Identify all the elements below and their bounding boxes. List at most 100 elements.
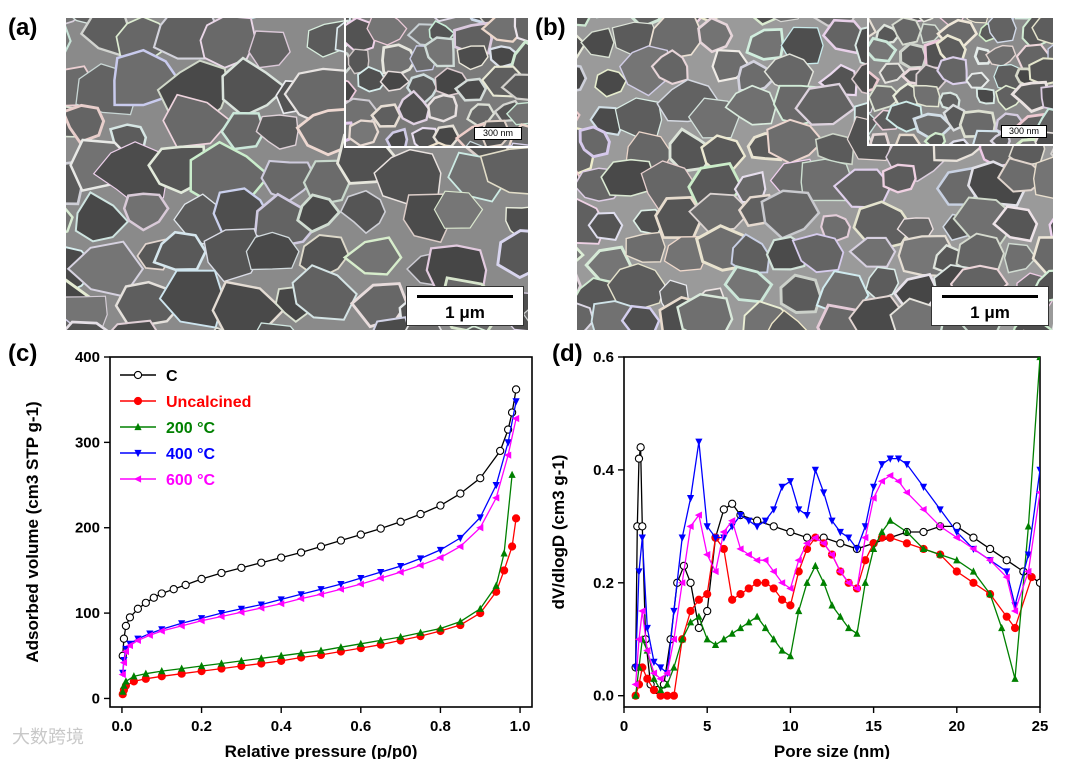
sem-pore <box>869 36 898 63</box>
sem-pore <box>505 101 528 126</box>
data-point <box>852 584 861 593</box>
y-tick-label: 0.4 <box>593 462 615 479</box>
data-point <box>820 578 828 586</box>
x-tick-label: 15 <box>865 718 882 735</box>
sem-pore <box>895 133 922 144</box>
sem-pore <box>372 316 411 330</box>
data-point <box>761 623 770 632</box>
data-point <box>902 488 910 497</box>
data-point <box>794 556 802 564</box>
sem-pore <box>381 43 418 76</box>
sem-pore <box>600 158 656 197</box>
data-point <box>728 629 736 637</box>
data-point <box>853 545 861 554</box>
sem-pore <box>479 146 528 195</box>
data-point <box>643 674 652 683</box>
data-point <box>436 501 445 510</box>
series-line <box>634 357 1040 696</box>
data-point <box>936 506 944 514</box>
data-point <box>686 578 695 587</box>
data-point <box>237 656 245 665</box>
data-point <box>695 612 703 620</box>
data-point <box>638 607 646 615</box>
data-point <box>786 584 794 593</box>
data-point <box>711 534 720 542</box>
sem-pore <box>260 159 317 202</box>
data-point <box>703 589 712 599</box>
sem-pore <box>396 89 431 126</box>
sem-pore <box>291 264 358 321</box>
data-point <box>277 553 286 562</box>
sem-pore <box>869 112 879 136</box>
data-point <box>736 545 744 553</box>
data-point <box>744 584 753 593</box>
data-point <box>217 609 226 618</box>
data-point <box>357 639 365 647</box>
sem-pore <box>1031 18 1053 45</box>
data-point <box>336 536 346 545</box>
data-point <box>753 578 762 587</box>
data-point <box>504 451 512 459</box>
data-point <box>1002 573 1010 581</box>
data-point <box>1003 568 1011 576</box>
data-point <box>456 534 464 543</box>
sem-pore <box>248 30 291 69</box>
sem-pore <box>1015 137 1042 144</box>
data-point <box>919 483 928 491</box>
data-point <box>686 522 694 530</box>
sem-pore <box>630 18 663 29</box>
x-tick-label: 1.0 <box>510 718 531 735</box>
data-point <box>761 578 770 587</box>
sem-image-a: 300 nm 1 μm <box>66 18 528 330</box>
sem-pore <box>66 25 72 53</box>
data-point <box>217 612 225 621</box>
data-point <box>703 523 711 531</box>
sem-inset-texture-a <box>346 18 528 146</box>
data-point <box>678 635 686 643</box>
data-point <box>636 443 645 452</box>
x-tick-label: 0.8 <box>430 718 451 735</box>
data-point <box>711 640 720 649</box>
data-point <box>197 617 205 625</box>
data-point <box>894 477 902 485</box>
data-point <box>656 675 664 683</box>
data-point <box>376 524 385 533</box>
sem-pore <box>869 70 880 92</box>
sem-pore <box>580 27 615 59</box>
series-line <box>122 401 517 673</box>
sem-inset-b: 300 nm <box>867 18 1053 146</box>
sem-pore <box>357 65 387 93</box>
data-point <box>769 584 778 593</box>
sem-pore <box>891 18 922 46</box>
data-point <box>886 471 894 480</box>
sem-pore <box>488 45 520 69</box>
data-point <box>158 667 166 675</box>
data-point <box>686 495 695 503</box>
sem-pore <box>918 18 934 23</box>
data-point <box>985 556 994 564</box>
series-2 <box>632 357 1040 699</box>
sem-pore <box>203 228 264 283</box>
data-point <box>317 646 325 654</box>
scalebar-b: 1 μm <box>931 286 1049 326</box>
data-point <box>508 470 516 478</box>
data-point <box>745 618 753 626</box>
data-point <box>657 664 665 672</box>
sem-pore <box>513 18 528 43</box>
sem-pore <box>213 326 225 330</box>
data-point <box>1002 556 1011 565</box>
sem-pore <box>752 18 781 26</box>
data-point <box>643 646 651 655</box>
scalebar-text-b: 1 μm <box>970 303 1010 322</box>
data-point <box>778 646 786 654</box>
data-point <box>511 385 521 394</box>
sem-pore <box>348 119 380 146</box>
data-point <box>492 481 500 490</box>
sem-pore <box>1003 242 1037 274</box>
sem-pore <box>650 49 689 86</box>
data-point <box>786 652 794 660</box>
sem-pore <box>1031 236 1053 281</box>
sem-pore <box>366 18 408 46</box>
data-point <box>769 567 777 576</box>
data-point <box>819 539 827 547</box>
